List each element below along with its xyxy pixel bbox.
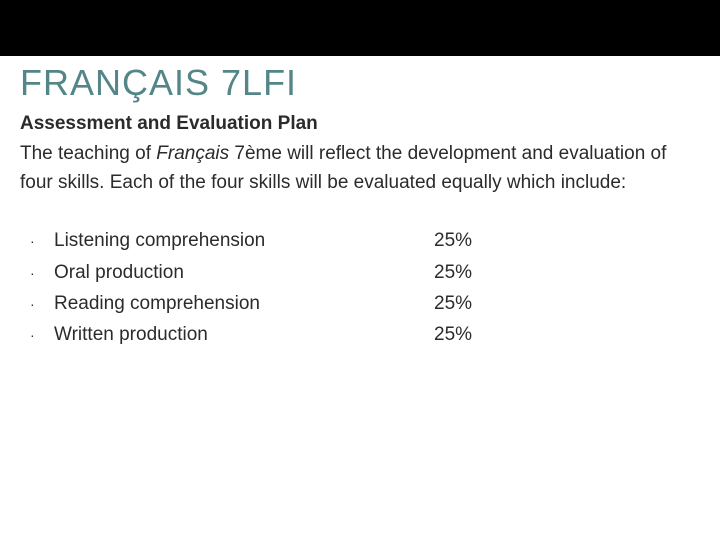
paragraph-prefix: The teaching of: [20, 143, 156, 164]
slide-title: FRANÇAIS 7LFI: [20, 62, 720, 104]
skill-percent: 25%: [434, 257, 472, 288]
list-item: · Written production 25%: [30, 319, 680, 350]
content-area: Assessment and Evaluation Plan The teach…: [20, 110, 680, 351]
bullet-icon: ·: [30, 230, 54, 253]
skill-percent: 25%: [434, 319, 472, 350]
subheading: Assessment and Evaluation Plan: [20, 110, 680, 139]
list-item: · Reading comprehension 25%: [30, 288, 680, 319]
skill-label: Listening comprehension: [54, 225, 434, 256]
skill-label: Oral production: [54, 257, 434, 288]
list-item: · Listening comprehension 25%: [30, 225, 680, 256]
intro-paragraph: The teaching of Français 7ème will refle…: [20, 139, 680, 198]
paragraph-italic: Français: [156, 143, 229, 164]
skill-percent: 25%: [434, 225, 472, 256]
top-black-bar: [0, 0, 720, 56]
bullet-icon: ·: [30, 293, 54, 316]
skill-label: Written production: [54, 319, 434, 350]
bullet-icon: ·: [30, 262, 54, 285]
list-item: · Oral production 25%: [30, 257, 680, 288]
skill-percent: 25%: [434, 288, 472, 319]
bullet-icon: ·: [30, 324, 54, 347]
skill-label: Reading comprehension: [54, 288, 434, 319]
skills-list: · Listening comprehension 25% · Oral pro…: [30, 225, 680, 350]
